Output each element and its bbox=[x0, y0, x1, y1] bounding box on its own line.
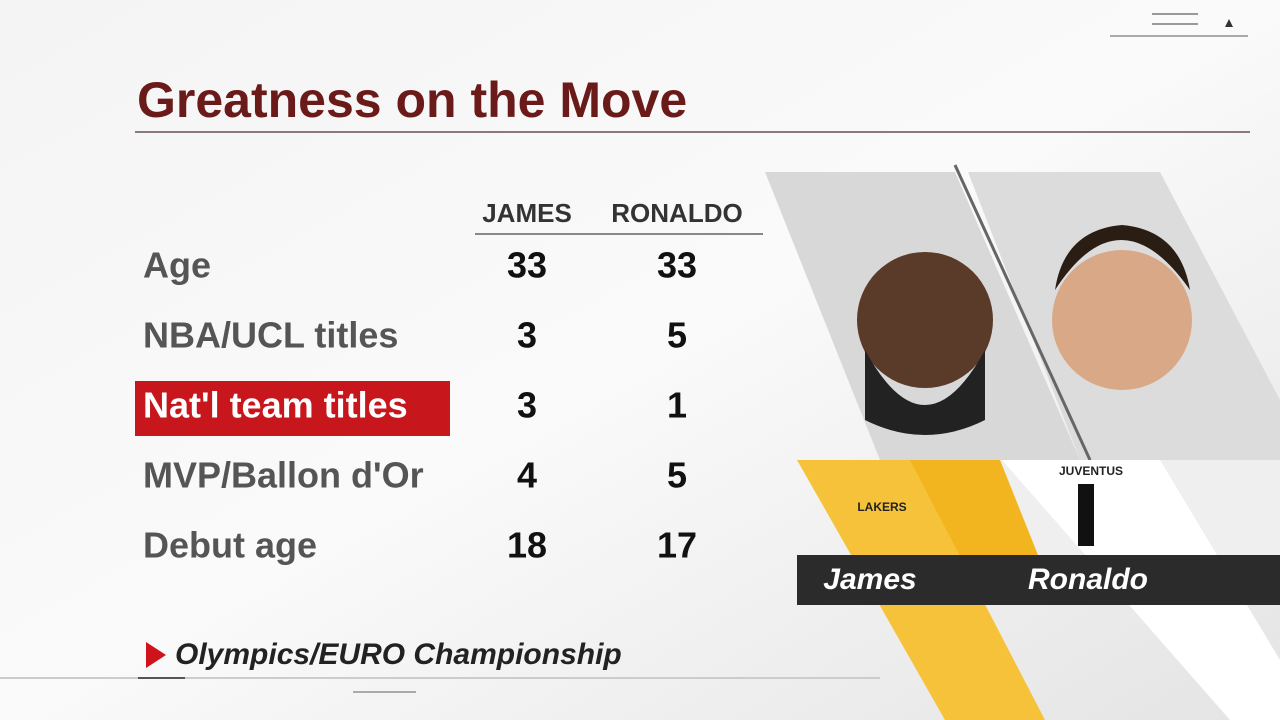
row-label: Age bbox=[143, 245, 211, 286]
row-label: MVP/Ballon d'Or bbox=[143, 455, 424, 496]
title: Greatness on the Move bbox=[137, 72, 687, 128]
cell: 4 bbox=[517, 455, 537, 496]
row-label: NBA/UCL titles bbox=[143, 315, 398, 356]
james-photo bbox=[857, 252, 993, 388]
juventus-logo: JUVENTUS bbox=[1059, 464, 1123, 478]
cell: 33 bbox=[657, 245, 697, 286]
cell: 33 bbox=[507, 245, 547, 286]
row-label: Nat'l team titles bbox=[143, 385, 408, 426]
cell: 5 bbox=[667, 455, 687, 496]
footnote-marker bbox=[146, 642, 166, 668]
highlight bbox=[135, 381, 450, 436]
cell: 3 bbox=[517, 385, 537, 426]
cell: 5 bbox=[667, 315, 687, 356]
column-header: JAMES bbox=[482, 198, 572, 228]
player-name: James bbox=[823, 563, 916, 596]
column-header: RONALDO bbox=[611, 198, 742, 228]
player-panels: LAKERS JUVENTUS James Ronaldo bbox=[765, 164, 1280, 720]
title-rule bbox=[135, 131, 1250, 133]
cell: 17 bbox=[657, 525, 697, 566]
lakers-logo: LAKERS bbox=[857, 500, 906, 514]
menu-icon bbox=[1110, 13, 1248, 37]
header-rule bbox=[475, 233, 763, 235]
cell: 1 bbox=[667, 385, 687, 426]
ronaldo-photo bbox=[1052, 250, 1192, 390]
player-name: Ronaldo bbox=[1028, 563, 1148, 596]
cell: 18 bbox=[507, 525, 547, 566]
row-label: Debut age bbox=[143, 525, 317, 566]
footnote: Olympics/EURO Championship bbox=[175, 638, 622, 671]
cell: 3 bbox=[517, 315, 537, 356]
